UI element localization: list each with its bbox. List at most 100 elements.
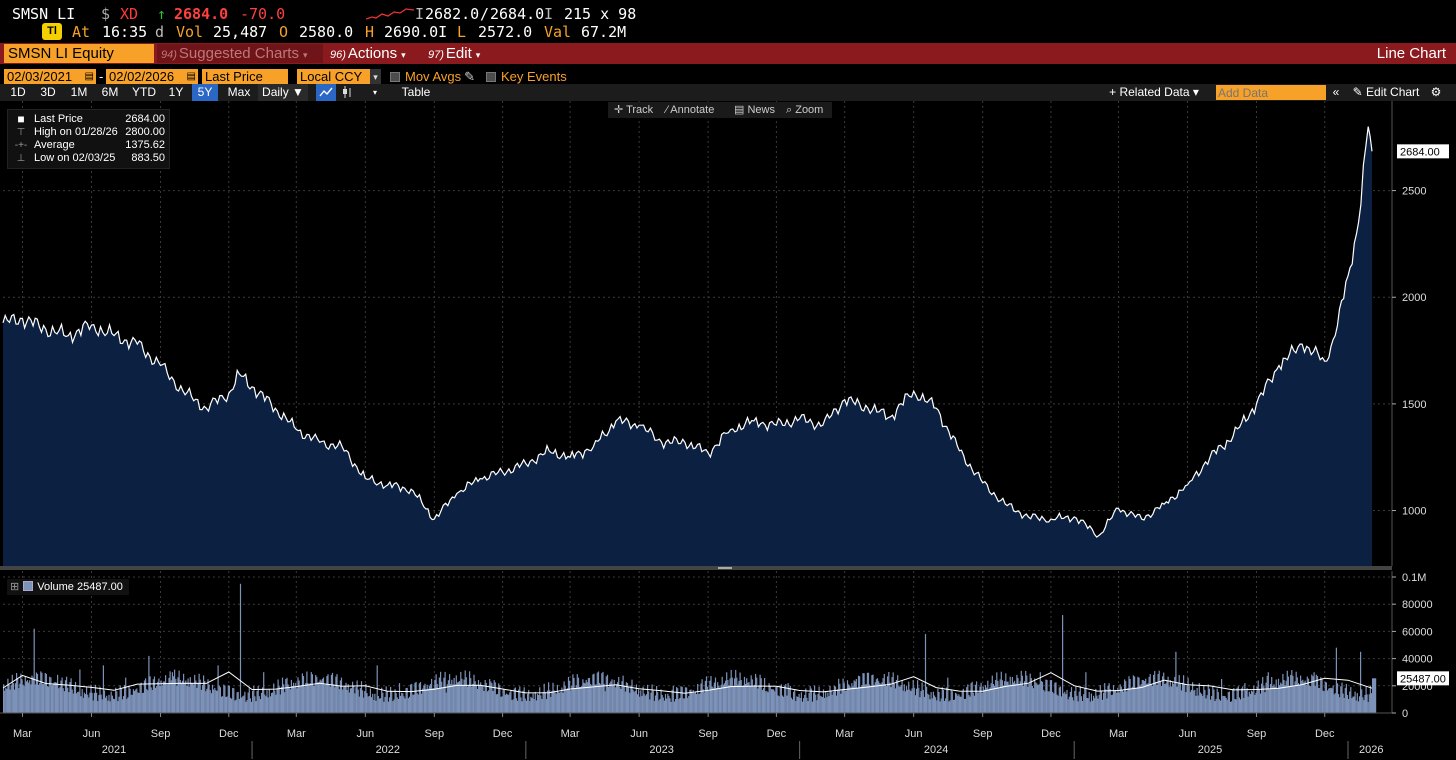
range-1d[interactable]: 1D [10, 85, 26, 99]
line-chart-icon[interactable] [316, 84, 336, 101]
volume-bar [188, 686, 190, 713]
volume-bar [928, 694, 930, 713]
volume-bar [849, 685, 851, 713]
volume-bar [417, 694, 419, 713]
checkbox-icon[interactable] [486, 72, 496, 82]
volume-bar [1193, 690, 1195, 713]
volume-bar [572, 674, 574, 713]
dropdown-caret-icon[interactable]: ▾ [370, 69, 381, 85]
add-data-input[interactable] [1216, 85, 1326, 100]
x-axis-month-label: Sep [1247, 728, 1267, 740]
range-max[interactable]: Max [227, 85, 251, 99]
security-field[interactable]: SMSN LI Equity [4, 44, 154, 63]
range-1y[interactable]: 1Y [168, 85, 184, 99]
volume-bar [195, 680, 197, 713]
volume-bar [290, 679, 292, 713]
volume-bar [855, 679, 857, 713]
volume-bar [1125, 681, 1127, 713]
volume-bar [1088, 692, 1090, 713]
checkbox-icon[interactable] [390, 72, 400, 82]
actions-menu[interactable]: 96) Actions ▾ [326, 44, 422, 63]
volume-bar [368, 695, 370, 713]
volume-bar [988, 689, 990, 713]
volume-bar [1136, 687, 1138, 713]
range-5y[interactable]: 5Y [192, 84, 218, 101]
end-date-field[interactable]: 02/02/2026 ▤ [106, 69, 198, 85]
volume-bar [165, 675, 167, 713]
edit-chart-button[interactable]: ✎ Edit Chart [1348, 84, 1424, 101]
suggested-charts-menu[interactable]: 94) Suggested Charts ▾ [157, 44, 323, 63]
gear-icon[interactable]: ⚙ [1430, 85, 1442, 99]
splitter-grip-icon[interactable] [718, 567, 732, 569]
key-events-toggle[interactable]: Key Events [486, 69, 567, 85]
volume-bar [1261, 683, 1263, 713]
badge-icon[interactable]: Tl [42, 23, 62, 40]
news-tool[interactable]: ▤ News [734, 102, 775, 118]
volume-bar [394, 689, 396, 713]
chart-style-caret-icon[interactable]: ▾ [372, 88, 377, 97]
pane-splitter[interactable] [0, 566, 1392, 570]
annotate-tool[interactable]: ⁄ Annotate [666, 102, 714, 118]
mov-avgs-toggle[interactable]: Mov Avgs ✎ [390, 69, 475, 85]
volume-legend[interactable]: ⊞ Volume 25487.00 [7, 579, 129, 595]
volume-bar [428, 686, 430, 713]
volume-bar [54, 682, 56, 713]
volume-bar [156, 686, 158, 713]
volume-bar [105, 697, 107, 713]
volume-bar [1287, 676, 1289, 713]
candle-chart-icon[interactable] [338, 84, 356, 101]
legend-toggle-icon[interactable]: ⊞ [10, 581, 20, 593]
legend-high-label: High on 01/28/26 [34, 126, 118, 138]
price-field-select[interactable]: Last Price [202, 69, 288, 85]
volume-bar [1259, 693, 1262, 713]
volume-bar [169, 671, 171, 713]
legend-average-label: Average [34, 139, 75, 151]
calendar-icon[interactable]: ▤ [186, 71, 196, 82]
calendar-icon[interactable]: ▤ [84, 71, 94, 82]
related-data-button[interactable]: + Related Data ▾ [1109, 85, 1199, 99]
volume-bar [106, 695, 108, 713]
table-button[interactable]: Table [401, 85, 431, 99]
volume-bar [1067, 699, 1069, 713]
zoom-tool[interactable]: ⌕ Zoom [786, 102, 823, 118]
price-chart[interactable]: 1000 1500 2000 2500 2684.00 [0, 101, 1456, 567]
end-date-text: 02/02/2026 [109, 69, 175, 84]
volume-bar [528, 689, 530, 713]
volume-bar [1029, 673, 1031, 713]
track-tool[interactable]: ✛ Track [614, 102, 653, 118]
range-ytd[interactable]: YTD [132, 85, 156, 99]
volume-bar [1101, 699, 1104, 713]
volume-bar [1086, 697, 1088, 713]
volume-bar [1108, 683, 1110, 713]
volume-bar [1107, 685, 1109, 713]
start-date-field[interactable]: 02/03/2021 ▤ [4, 69, 96, 85]
pencil-icon[interactable]: ✎ [464, 69, 476, 84]
volume-bar [333, 684, 335, 713]
range-1m[interactable]: 1M [70, 85, 88, 99]
volume-bar [405, 688, 407, 713]
volume-bar [134, 690, 136, 713]
volume-bar [345, 682, 347, 713]
volume-bar [769, 685, 771, 713]
volume-bar [1215, 698, 1217, 713]
volume-bar [832, 692, 834, 713]
volume-bar [643, 693, 645, 713]
edit-menu[interactable]: 97) Edit ▾ [424, 44, 496, 63]
volume-bar [3, 684, 5, 713]
range-6m[interactable]: 6M [101, 85, 119, 99]
period-select[interactable]: Daily ▼ [258, 84, 308, 101]
range-3d[interactable]: 3D [40, 85, 56, 99]
collapse-icon[interactable]: « [1332, 85, 1340, 99]
volume-legend-label: Volume [37, 581, 74, 593]
volume-bar [679, 697, 681, 713]
legend-last-price[interactable]: ■ Last Price 2684.00 [12, 113, 168, 126]
ticker-symbol[interactable]: SMSN LI [12, 5, 76, 23]
volume-bar [318, 681, 320, 713]
volume-bar [387, 701, 389, 713]
volume-bar [774, 691, 776, 713]
currency-select[interactable]: Local CCY ▾ [297, 69, 381, 85]
volume-bar [70, 678, 72, 713]
volume-bar [745, 683, 747, 713]
volume-bar [200, 689, 202, 713]
